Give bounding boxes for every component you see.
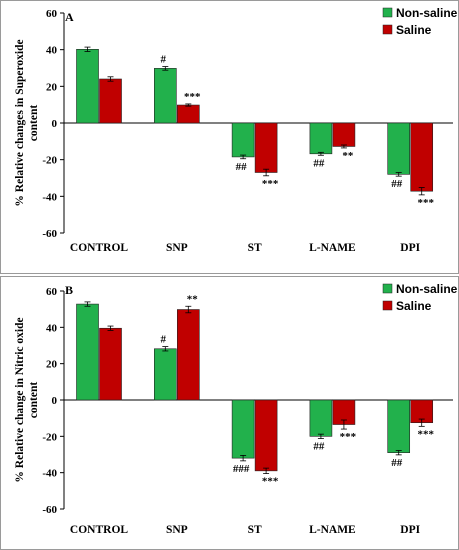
y-tick-label: 20 [46, 359, 58, 371]
legend-swatch [382, 24, 393, 35]
bar-saline-snp [177, 104, 200, 124]
y-tick-label: -20 [42, 155, 57, 167]
y-tick-label: 20 [46, 81, 58, 93]
bar-non-saline-control [76, 303, 99, 401]
x-category-label: SNP [166, 524, 188, 536]
y-axis-label-line: % Relative change in Nitric oxide [14, 317, 26, 482]
y-axis-label-line: % Relative changes in Superoxide [14, 39, 26, 206]
bar-non-saline-snp [154, 348, 177, 401]
x-category-label: ST [248, 242, 262, 254]
panel-label: A [65, 10, 74, 24]
legend-swatch [382, 300, 393, 311]
bar-saline-snp [177, 309, 200, 401]
significance-mark: # [161, 334, 167, 346]
chart-a: A % Relative changes in Superoxide content… [14, 6, 458, 254]
y-tick-label: 0 [52, 118, 58, 130]
bar-non-saline-dpi [387, 399, 411, 453]
y-tick-label: 60 [46, 8, 58, 20]
y-axis-label: % Relative changes in Superoxide content [14, 39, 40, 206]
x-category-label: CONTROL [70, 524, 128, 536]
y-tick-label: -40 [42, 468, 57, 480]
significance-mark: *** [262, 178, 279, 190]
y-tick-label: -40 [42, 191, 57, 203]
y-tick-label: -60 [42, 504, 57, 516]
x-category-label: ST [248, 524, 262, 536]
bar-non-saline-l-name [309, 399, 333, 437]
significance-mark: *** [262, 476, 279, 488]
bar-saline-dpi [410, 122, 434, 192]
bar-saline-st [254, 122, 278, 173]
x-category-label: CONTROL [70, 242, 128, 254]
legend-label: Non-saline [396, 6, 458, 20]
significance-mark: ## [313, 441, 325, 453]
x-category-label: L-NAME [309, 524, 356, 536]
significance-mark: ** [342, 150, 354, 162]
legend-label: Saline [396, 299, 432, 313]
bar-saline-l-name [332, 122, 356, 147]
significance-mark: *** [184, 91, 201, 103]
x-category-label: L-NAME [309, 242, 356, 254]
legend-label: Non-saline [396, 282, 458, 296]
y-tick-label: -20 [42, 431, 57, 443]
y-axis-label: % Relative change in Nitric oxide content [14, 317, 40, 482]
y-tick-label: -60 [42, 228, 57, 240]
significance-mark: *** [340, 431, 357, 443]
bar-non-saline-st [231, 399, 255, 459]
panel-label: B [65, 283, 73, 297]
bar-non-saline-l-name [309, 122, 333, 155]
y-tick-label: 0 [52, 395, 58, 407]
significance-mark: ## [313, 157, 325, 169]
y-axis-label-line: content [28, 105, 40, 142]
chart-panel-a: A % Relative changes in Superoxide content… [0, 0, 459, 274]
significance-mark: ### [233, 463, 250, 475]
x-category-label: DPI [400, 242, 420, 254]
bar-non-saline-snp [154, 68, 177, 124]
y-tick-label: 40 [46, 322, 58, 334]
bar-saline-control [99, 327, 122, 401]
bar-non-saline-dpi [387, 122, 411, 175]
significance-mark: *** [417, 197, 434, 209]
y-tick-label: 60 [46, 286, 58, 298]
chart-b: B % Relative change in Nitric oxide conten… [14, 282, 458, 536]
legend-swatch [382, 7, 393, 18]
significance-mark: ## [236, 161, 248, 173]
y-tick-label: 40 [46, 45, 58, 57]
bar-non-saline-st [231, 122, 255, 158]
x-category-label: SNP [166, 242, 188, 254]
significance-mark: ## [391, 178, 403, 190]
significance-mark: # [161, 54, 167, 66]
bar-non-saline-control [76, 48, 99, 124]
legend-swatch [382, 283, 393, 294]
significance-mark: ** [187, 293, 199, 305]
x-category-label: DPI [400, 524, 420, 536]
significance-mark: ## [391, 457, 403, 469]
bar-saline-st [254, 399, 278, 472]
legend-label: Saline [396, 23, 432, 37]
y-axis-label-line: content [28, 382, 40, 419]
bar-saline-control [99, 78, 122, 124]
significance-mark: *** [417, 428, 434, 440]
chart-panel-b: B % Relative change in Nitric oxide conten… [0, 276, 459, 550]
